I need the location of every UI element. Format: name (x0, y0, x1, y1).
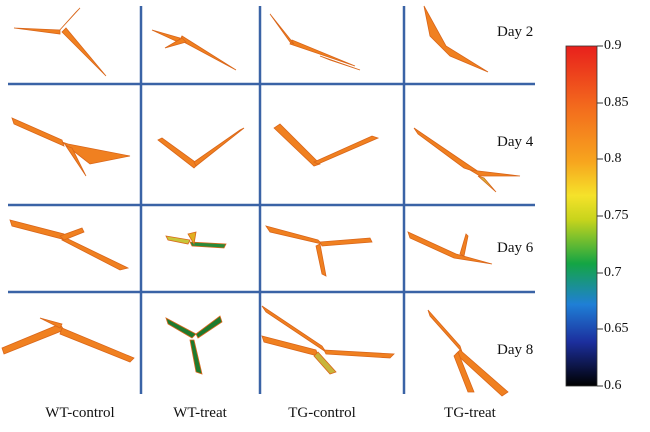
leaf (151, 29, 181, 43)
plant-wt-control-day2 (13, 7, 107, 77)
plant-tg-treat-day2 (423, 5, 489, 73)
plant-tg-treat-day8 (427, 309, 509, 397)
plant-wt-control-day6 (9, 219, 130, 271)
leaf (413, 127, 483, 175)
leaf (193, 127, 245, 167)
leaf (407, 231, 493, 265)
plant-images (1, 5, 521, 397)
plant-tg-control-day2 (269, 13, 361, 71)
plant-wt-control-day8 (1, 317, 135, 363)
leaf (157, 137, 199, 169)
leaf (187, 231, 197, 246)
leaf (315, 243, 327, 277)
leaf (423, 5, 489, 73)
leaf (269, 13, 295, 45)
day-label-2: Day 2 (497, 24, 534, 40)
plant-tg-treat-day6 (407, 231, 493, 265)
leaf (165, 235, 191, 245)
leaf (459, 233, 469, 257)
colorbar-tick-label: 0.8 (604, 151, 622, 166)
leaf (179, 35, 237, 71)
leaf (273, 123, 321, 167)
colorbar (565, 45, 603, 387)
leaf (61, 141, 131, 165)
condition-label-wt-treat: WT-treat (173, 405, 227, 421)
colorbar-tick-label: 0.65 (604, 321, 629, 336)
leaf (59, 327, 135, 363)
leaf (195, 315, 223, 339)
colorbar-gradient (565, 45, 598, 387)
plant-tg-control-day8 (261, 305, 395, 375)
colorbar-tick-marks (597, 45, 603, 387)
grid-lines (8, 6, 535, 394)
plant-wt-treat-day4 (157, 127, 245, 169)
day-label-8: Day 8 (497, 342, 534, 358)
leaf (164, 37, 187, 49)
leaf (61, 27, 107, 77)
leaf (265, 225, 324, 245)
leaf (61, 237, 130, 271)
day-label-6: Day 6 (497, 240, 534, 256)
plant-tg-treat-day4 (413, 127, 521, 193)
colorbar-tick-label: 0.85 (604, 95, 629, 110)
plant-wt-treat-day2 (151, 29, 237, 71)
leaf (11, 117, 65, 147)
colorbar-tick-label: 0.75 (604, 208, 629, 223)
condition-label-tg-control: TG-control (288, 405, 356, 421)
leaf (453, 351, 475, 393)
leaf (65, 145, 87, 177)
leaf (165, 317, 197, 339)
leaf (13, 27, 61, 35)
leaf (477, 175, 497, 193)
leaf (9, 219, 67, 241)
leaf (427, 309, 463, 353)
leaf (39, 317, 63, 329)
leaf (189, 241, 227, 249)
leaf (1, 323, 65, 355)
leaf (323, 349, 395, 359)
leaf (289, 39, 356, 67)
condition-label-tg-treat: TG-treat (444, 405, 496, 421)
day-label-4: Day 4 (497, 134, 534, 150)
leaf (313, 135, 380, 165)
leaf (313, 351, 337, 375)
plant-wt-treat-day6 (165, 231, 227, 249)
leaf (59, 227, 85, 241)
plant-tg-control-day4 (273, 123, 380, 167)
colorbar-tick-label: 0.7 (604, 265, 622, 280)
plant-wt-control-day4 (11, 117, 131, 177)
leaf (319, 55, 361, 71)
leaf (469, 169, 521, 177)
colorbar-tick-label: 0.9 (604, 38, 622, 53)
plant-tg-control-day6 (265, 225, 373, 277)
leaf (189, 339, 203, 375)
plant-wt-treat-day8 (165, 315, 223, 375)
condition-label-wt-control: WT-control (45, 405, 115, 421)
leaf (57, 7, 81, 33)
colorbar-tick-label: 0.6 (604, 378, 622, 393)
leaf (319, 237, 373, 247)
